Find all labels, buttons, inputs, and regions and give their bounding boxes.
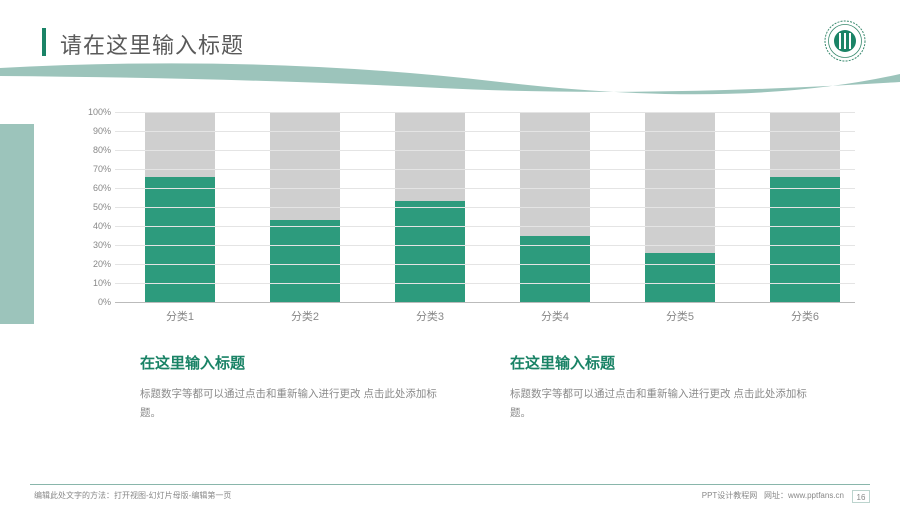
y-tick: 80%: [93, 145, 111, 155]
decorative-swoosh: [0, 60, 900, 120]
x-label: 分类6: [770, 308, 840, 324]
column-right-body: 标题数字等都可以通过点击和重新输入进行更改 点击此处添加标题。: [510, 385, 820, 423]
footer-url: www.pptfans.cn: [788, 491, 844, 500]
gridline: [115, 245, 855, 246]
gridline: [115, 150, 855, 151]
page-title: 请在这里输入标题: [60, 28, 244, 60]
bar-chart: 0%10%20%30%40%50%60%70%80%90%100% 分类1分类2…: [75, 112, 855, 332]
footer: 编辑此处文字的方法：打开视图-幻灯片母版-编辑第一页 PPT设计教程网 网址：w…: [0, 484, 900, 506]
bar-fg: [270, 220, 340, 302]
y-axis: 0%10%20%30%40%50%60%70%80%90%100%: [75, 112, 115, 302]
x-label: 分类5: [645, 308, 715, 324]
x-label: 分类3: [395, 308, 465, 324]
left-accent-band: [0, 124, 34, 324]
y-tick: 40%: [93, 221, 111, 231]
gridline: [115, 169, 855, 170]
column-right-title: 在这里输入标题: [510, 352, 820, 373]
x-label: 分类2: [270, 308, 340, 324]
column-left-title: 在这里输入标题: [140, 352, 450, 373]
title-accent-bar: [42, 28, 46, 56]
logo: [824, 20, 866, 62]
footer-url-label: 网址：: [764, 491, 788, 500]
y-tick: 10%: [93, 278, 111, 288]
slide: 请在这里输入标题 0% 10% 20% 30% 40% 50% 60% 70% 80% 90% 10…: [0, 0, 900, 506]
column-left: 在这里输入标题 标题数字等都可以通过点击和重新输入进行更改 点击此处添加标题。: [140, 352, 450, 423]
y-tick: 70%: [93, 164, 111, 174]
footer-site-label: PPT设计教程网: [702, 491, 758, 500]
y-tick: 100%: [88, 107, 111, 117]
column-left-body: 标题数字等都可以通过点击和重新输入进行更改 点击此处添加标题。: [140, 385, 450, 423]
gridline: [115, 264, 855, 265]
footer-note-left: 编辑此处文字的方法：打开视图-幻灯片母版-编辑第一页: [34, 490, 231, 501]
y-tick: 30%: [93, 240, 111, 250]
footer-note-right: PPT设计教程网 网址：www.pptfans.cn: [702, 490, 844, 501]
footer-divider: [30, 484, 870, 485]
y-tick: 90%: [93, 126, 111, 136]
gridline: [115, 283, 855, 284]
gridline: [115, 302, 855, 303]
gridline: [115, 226, 855, 227]
x-label: 分类1: [145, 308, 215, 324]
gridline: [115, 188, 855, 189]
x-label: 分类4: [520, 308, 590, 324]
y-tick: 60%: [93, 183, 111, 193]
column-right: 在这里输入标题 标题数字等都可以通过点击和重新输入进行更改 点击此处添加标题。: [510, 352, 820, 423]
bar-fg: [645, 253, 715, 302]
gridline: [115, 112, 855, 113]
y-tick: 0%: [98, 297, 111, 307]
text-columns: 在这里输入标题 标题数字等都可以通过点击和重新输入进行更改 点击此处添加标题。 …: [140, 352, 820, 423]
gridline: [115, 207, 855, 208]
page-number: 16: [852, 490, 870, 503]
y-tick: 20%: [93, 259, 111, 269]
y-tick: 50%: [93, 202, 111, 212]
gridline: [115, 131, 855, 132]
bar-fg: [395, 201, 465, 302]
